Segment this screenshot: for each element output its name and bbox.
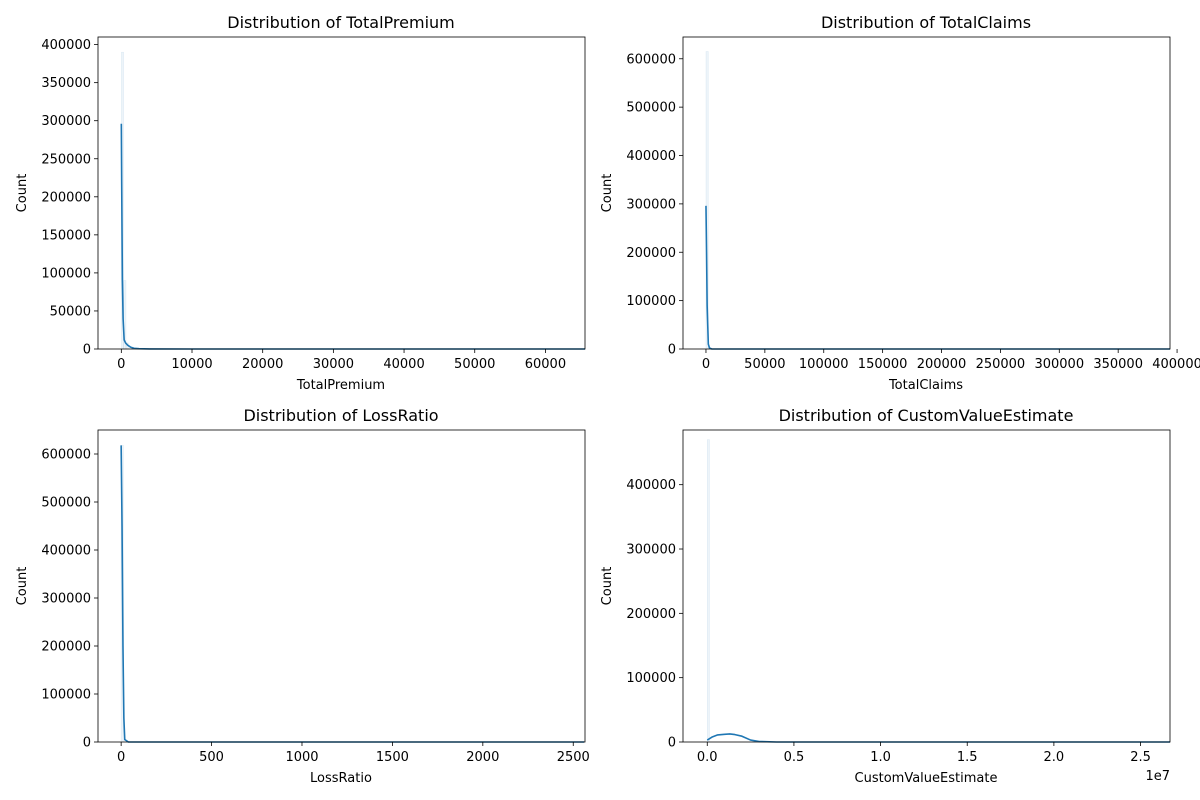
y-tick-label: 150000 xyxy=(41,228,91,243)
y-tick-label: 0 xyxy=(83,736,91,751)
x-tick-label: 400000 xyxy=(1152,357,1200,372)
y-tick-label: 500000 xyxy=(626,101,676,116)
y-tick-label: 200000 xyxy=(41,190,91,205)
kde-line xyxy=(120,445,585,743)
y-tick-label: 300000 xyxy=(626,543,676,558)
plot-area: 0 500 1000 1500 2000 2500 0 100000 200000 300000 4… xyxy=(41,429,590,765)
y-tick-label: 0 xyxy=(668,343,676,358)
x-tick-label: 50000 xyxy=(454,357,495,372)
axes-frame xyxy=(682,36,1171,350)
y-tick-label: 400000 xyxy=(41,38,91,53)
y-tick-label: 300000 xyxy=(41,592,91,607)
y-tick-label: 200000 xyxy=(626,607,676,622)
y-tick-label: 600000 xyxy=(626,52,676,67)
histogram-bar xyxy=(707,439,710,743)
y-tick-label: 500000 xyxy=(41,496,91,511)
y-tick-label: 600000 xyxy=(41,448,91,463)
y-tick-label: 200000 xyxy=(41,640,91,655)
x-tick-label: 10000 xyxy=(171,357,212,372)
x-tick-label: 250000 xyxy=(976,357,1026,372)
x-tick-label: 2000 xyxy=(466,750,499,765)
x-tick-label: 0.5 xyxy=(784,750,805,765)
y-tick-label: 0 xyxy=(668,736,676,751)
y-tick-label: 50000 xyxy=(50,304,91,319)
y-axis-label: Count xyxy=(600,567,615,606)
x-tick-label: 2500 xyxy=(557,750,590,765)
y-tick-label: 350000 xyxy=(41,76,91,91)
axes-frame xyxy=(97,36,586,350)
x-axis-label: CustomValueEstimate xyxy=(855,771,998,786)
kde-line xyxy=(705,205,1170,350)
x-axis-label: TotalPremium xyxy=(296,378,385,393)
x-tick-label: 0 xyxy=(702,357,710,372)
panel-customvalueestimate: Distribution of CustomValueEstimate Cust… xyxy=(600,406,1171,786)
panel-totalpremium: Distribution of TotalPremium TotalPremiu… xyxy=(15,13,586,393)
y-axis-label: Count xyxy=(600,174,615,213)
x-axis-label: LossRatio xyxy=(310,771,372,786)
axis-offset-label: 1e7 xyxy=(1145,769,1170,784)
y-tick-label: 400000 xyxy=(626,478,676,493)
x-tick-label: 1.5 xyxy=(957,750,978,765)
x-tick-label: 1.0 xyxy=(870,750,891,765)
plot-area: 0.0 0.5 1.0 1.5 2.0 2.5 0 100000 200000 300000 400… xyxy=(626,429,1171,765)
y-tick-label: 300000 xyxy=(41,114,91,129)
y-axis-label: Count xyxy=(15,567,30,606)
y-tick-label: 0 xyxy=(83,343,91,358)
chart-title: Distribution of TotalClaims xyxy=(821,13,1031,32)
x-tick-label: 500 xyxy=(199,750,224,765)
chart-title: Distribution of LossRatio xyxy=(243,406,438,425)
kde-line xyxy=(120,123,585,350)
panel-lossratio: Distribution of LossRatio LossRatio Coun… xyxy=(15,406,590,786)
x-tick-label: 0 xyxy=(117,750,125,765)
x-tick-label: 2.5 xyxy=(1130,750,1151,765)
kde-line xyxy=(706,733,1170,743)
x-tick-label: 30000 xyxy=(313,357,354,372)
x-tick-label: 50000 xyxy=(744,357,785,372)
x-tick-label: 350000 xyxy=(1093,357,1143,372)
y-tick-label: 400000 xyxy=(41,544,91,559)
y-tick-label: 200000 xyxy=(626,246,676,261)
x-tick-label: 200000 xyxy=(917,357,967,372)
y-tick-label: 250000 xyxy=(41,152,91,167)
x-axis-label: TotalClaims xyxy=(888,378,963,393)
y-axis-label: Count xyxy=(15,174,30,213)
x-tick-label: 20000 xyxy=(242,357,283,372)
chart-title: Distribution of TotalPremium xyxy=(227,13,455,32)
axes-frame xyxy=(682,429,1171,743)
x-tick-label: 300000 xyxy=(1034,357,1084,372)
panel-totalclaims: Distribution of TotalClaims TotalClaims … xyxy=(600,13,1200,393)
y-tick-label: 100000 xyxy=(41,688,91,703)
y-tick-label: 400000 xyxy=(626,149,676,164)
x-tick-label: 1000 xyxy=(285,750,318,765)
chart-title: Distribution of CustomValueEstimate xyxy=(779,406,1074,425)
x-tick-label: 60000 xyxy=(525,357,566,372)
axes-frame xyxy=(97,429,586,743)
x-tick-label: 150000 xyxy=(858,357,908,372)
plot-area: 0 50000 100000 150000 200000 250000 300000 3500… xyxy=(626,36,1200,372)
y-tick-label: 100000 xyxy=(41,266,91,281)
x-tick-label: 1500 xyxy=(376,750,409,765)
y-tick-label: 300000 xyxy=(626,197,676,212)
x-tick-label: 100000 xyxy=(799,357,849,372)
x-tick-label: 40000 xyxy=(383,357,424,372)
y-tick-label: 100000 xyxy=(626,671,676,686)
plot-area: 0 10000 20000 30000 40000 50000 60000 0 50000 100… xyxy=(41,36,586,372)
x-tick-label: 0 xyxy=(117,357,125,372)
x-tick-label: 0.0 xyxy=(697,750,718,765)
x-tick-label: 2.0 xyxy=(1044,750,1065,765)
y-tick-label: 100000 xyxy=(626,294,676,309)
